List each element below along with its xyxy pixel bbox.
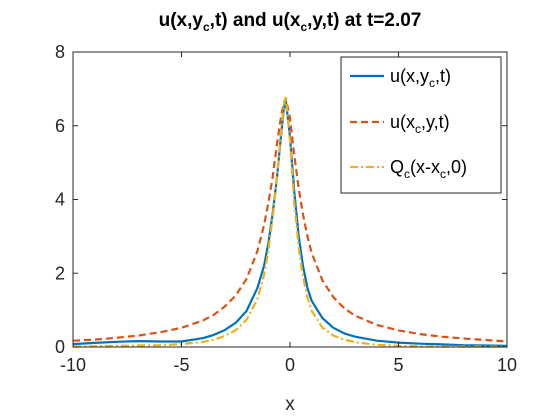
y-tick-label: 8 — [55, 42, 65, 62]
x-tick-label: 5 — [393, 355, 403, 375]
axis-ticks: -10 -5 0 5 10 0 2 4 6 8 — [55, 42, 517, 375]
y-tick-label: 6 — [55, 116, 65, 136]
x-tick-label: 10 — [497, 355, 517, 375]
y-tick-label: 0 — [55, 337, 65, 357]
legend-label-series-1: u(x,yc,t) — [390, 66, 451, 90]
chart-title: u(x,yc,t) and u(xc,y,t) at t=2.07 — [159, 10, 422, 34]
x-axis-label: x — [285, 394, 295, 415]
legend-label-series-2: u(xc,y,t) — [390, 112, 450, 136]
series-line-1 — [72, 98, 508, 347]
x-tick-label: -10 — [60, 355, 86, 375]
y-tick-label: 2 — [55, 263, 65, 283]
x-tick-label: 0 — [285, 355, 295, 375]
series-line-3 — [72, 95, 508, 349]
legend-label-series-3: Qc(x-xc,0) — [390, 157, 467, 181]
series-lines — [72, 95, 508, 349]
legend: u(x,yc,t) u(xc,y,t) Qc(x-xc,0) — [340, 56, 502, 194]
y-tick-label: 4 — [55, 190, 65, 210]
legend-box — [340, 56, 502, 194]
x-tick-label: -5 — [173, 355, 189, 375]
